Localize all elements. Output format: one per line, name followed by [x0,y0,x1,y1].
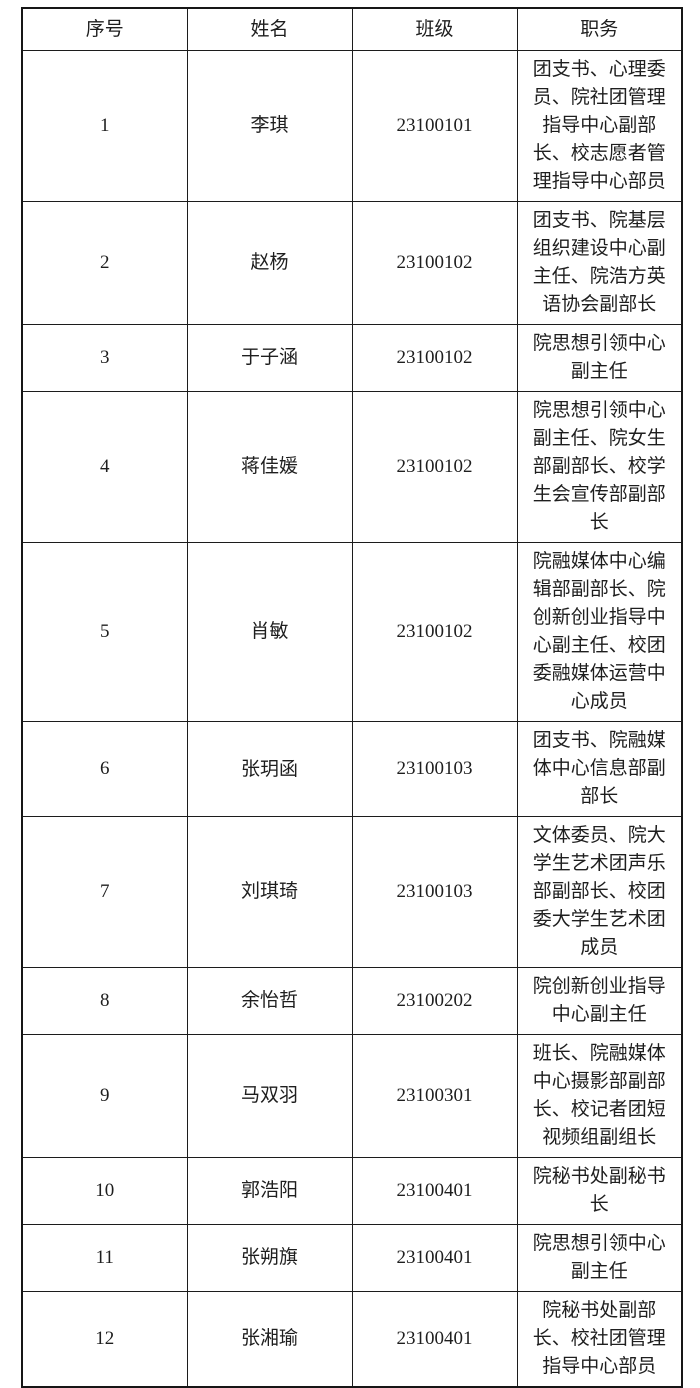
cell-class: 23100401 [351,1157,518,1225]
cell-index: 2 [21,201,188,325]
table-row: 12 张湘瑜 23100401 院秘书处副部长、校社团管理指导中心部员 [21,1291,683,1388]
cell-name: 刘琪琦 [186,816,353,968]
cell-name: 李琪 [186,50,353,202]
cell-position: 院秘书处副秘书长 [516,1157,683,1225]
cell-class: 23100103 [351,721,518,817]
cell-position: 文体委员、院大学生艺术团声乐部副部长、校团委大学生艺术团成员 [516,816,683,968]
table-row: 6 张玥函 23100103 团支书、院融媒体中心信息部副部长 [21,721,683,817]
table-row: 11 张朔旗 23100401 院思想引领中心副主任 [21,1224,683,1292]
col-header-name: 姓名 [186,7,353,51]
col-header-index: 序号 [21,7,188,51]
cell-position: 团支书、院基层组织建设中心副主任、院浩方英语协会副部长 [516,201,683,325]
table-row: 10 郭浩阳 23100401 院秘书处副秘书长 [21,1157,683,1225]
document-body: 序号 姓名 班级 职务 1 李琪 23100101 团支书、心理委员、院社团管理… [21,7,683,1388]
cell-name: 张朔旗 [186,1224,353,1292]
cell-name: 张湘瑜 [186,1291,353,1388]
table-row: 5 肖敏 23100102 院融媒体中心编辑部副部长、院创新创业指导中心副主任、… [21,542,683,722]
cell-name: 蒋佳媛 [186,391,353,543]
name-part-fallback-glyph: 玥 [259,757,279,780]
cell-position: 院思想引领中心副主任、院女生部副部长、校学生会宣传部副部长 [516,391,683,543]
cell-name: 郭浩阳 [186,1157,353,1225]
cell-name: 赵杨 [186,201,353,325]
cell-position: 团支书、心理委员、院社团管理指导中心副部长、校志愿者管理指导中心部员 [516,50,683,202]
name-part: 函 [279,758,299,780]
cell-index: 5 [21,542,188,722]
cell-index: 6 [21,721,188,817]
cell-name: 余怡哲 [186,967,353,1035]
cell-class: 23100301 [351,1034,518,1158]
cell-position: 院思想引领中心副主任 [516,324,683,392]
cell-position: 班长、院融媒体中心摄影部副部长、校记者团短视频组副组长 [516,1034,683,1158]
cell-position: 院思想引领中心副主任 [516,1224,683,1292]
cell-index: 8 [21,967,188,1035]
table-row: 4 蒋佳媛 23100102 院思想引领中心副主任、院女生部副部长、校学生会宣传… [21,391,683,543]
table-row: 3 于子涵 23100102 院思想引领中心副主任 [21,324,683,392]
table-row: 9 马双羽 23100301 班长、院融媒体中心摄影部副部长、校记者团短视频组副… [21,1034,683,1158]
cell-index: 4 [21,391,188,543]
name-part: 张 [240,758,260,780]
cell-class: 23100102 [351,201,518,325]
cell-index: 10 [21,1157,188,1225]
cell-index: 9 [21,1034,188,1158]
cell-class: 23100102 [351,324,518,392]
cell-class: 23100401 [351,1291,518,1388]
cell-class: 23100401 [351,1224,518,1292]
student-cadre-roster-table: 序号 姓名 班级 职务 1 李琪 23100101 团支书、心理委员、院社团管理… [21,7,683,1388]
table-row: 1 李琪 23100101 团支书、心理委员、院社团管理指导中心副部长、校志愿者… [21,50,683,202]
cell-class: 23100202 [351,967,518,1035]
cell-position: 团支书、院融媒体中心信息部副部长 [516,721,683,817]
cell-index: 11 [21,1224,188,1292]
cell-position: 院融媒体中心编辑部副部长、院创新创业指导中心副主任、校团委融媒体运营中心成员 [516,542,683,722]
cell-class: 23100102 [351,391,518,543]
col-header-class: 班级 [351,7,518,51]
cell-position: 院秘书处副部长、校社团管理指导中心部员 [516,1291,683,1388]
cell-name: 张玥函 [186,721,353,817]
cell-index: 3 [21,324,188,392]
table-row: 2 赵杨 23100102 团支书、院基层组织建设中心副主任、院浩方英语协会副部… [21,201,683,325]
cell-position: 院创新创业指导中心副主任 [516,967,683,1035]
cell-index: 1 [21,50,188,202]
cell-name: 马双羽 [186,1034,353,1158]
cell-index: 12 [21,1291,188,1388]
col-header-position: 职务 [516,7,683,51]
cell-class: 23100102 [351,542,518,722]
cell-name: 于子涵 [186,324,353,392]
header-row: 序号 姓名 班级 职务 [21,7,683,51]
cell-class: 23100101 [351,50,518,202]
cell-class: 23100103 [351,816,518,968]
table-row: 8 余怡哲 23100202 院创新创业指导中心副主任 [21,967,683,1035]
table-row: 7 刘琪琦 23100103 文体委员、院大学生艺术团声乐部副部长、校团委大学生… [21,816,683,968]
cell-index: 7 [21,816,188,968]
cell-name: 肖敏 [186,542,353,722]
